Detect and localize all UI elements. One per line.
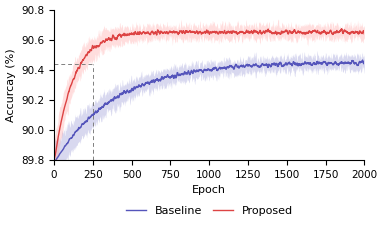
Proposed	[296, 30, 301, 32]
Baseline	[362, 60, 367, 63]
Proposed	[362, 33, 367, 36]
Baseline	[195, 68, 199, 71]
Line: Proposed: Proposed	[54, 29, 364, 159]
Proposed	[353, 30, 358, 33]
Y-axis label: Accurcay (%): Accurcay (%)	[6, 48, 16, 121]
Proposed	[339, 27, 344, 30]
Proposed	[52, 157, 57, 160]
Baseline	[296, 64, 301, 67]
Proposed	[203, 31, 207, 34]
X-axis label: Epoch: Epoch	[192, 185, 226, 195]
Baseline	[52, 160, 57, 163]
Baseline	[360, 59, 365, 62]
Baseline	[203, 69, 207, 72]
Proposed	[195, 29, 199, 32]
Legend: Baseline, Proposed: Baseline, Proposed	[121, 202, 297, 221]
Proposed	[353, 31, 358, 34]
Line: Baseline: Baseline	[54, 60, 364, 162]
Baseline	[68, 137, 72, 140]
Baseline	[353, 61, 358, 64]
Proposed	[68, 86, 72, 89]
Baseline	[353, 62, 357, 65]
